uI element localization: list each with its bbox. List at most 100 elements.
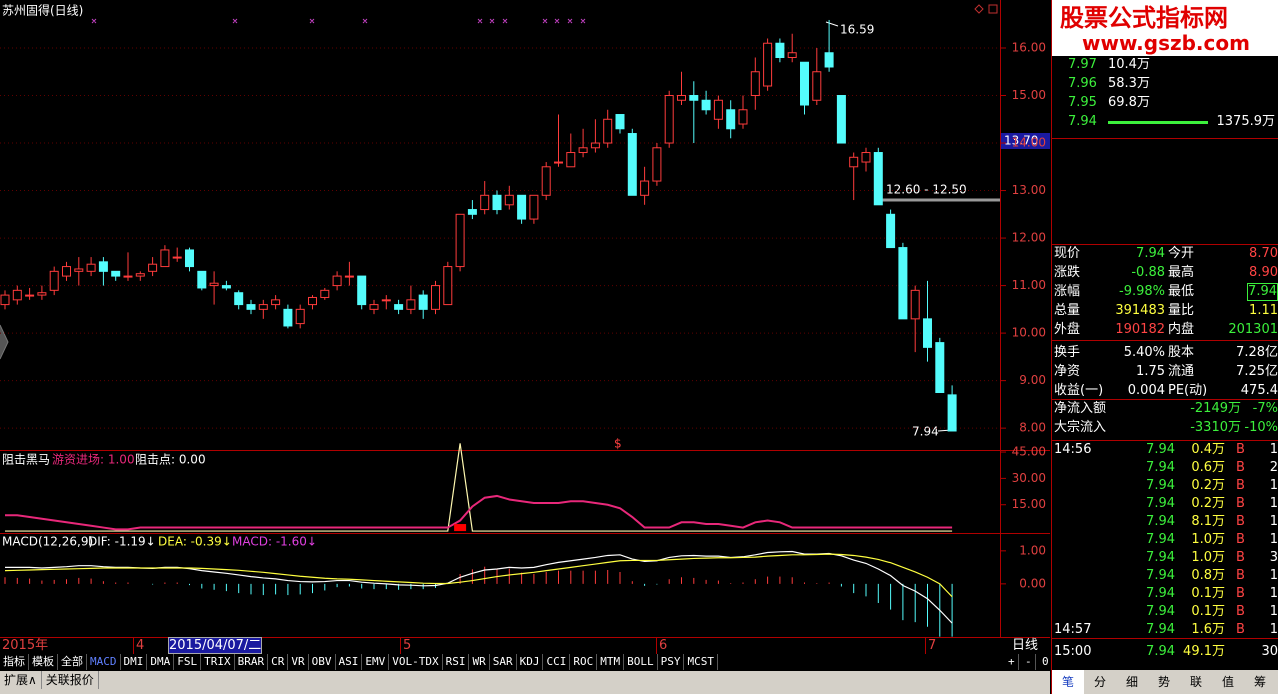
indicator-tab[interactable]: VR — [288, 654, 309, 670]
last-label: 7.94 — [912, 425, 939, 439]
tick-side: B — [1236, 550, 1245, 565]
candle-body — [689, 95, 699, 101]
quote-panel: 股票公式指标网 www.gszb.com 笔分细势联值筹 7.97 10.4万 7.… — [1051, 0, 1278, 694]
bottom-button[interactable]: 扩展∧ — [0, 671, 42, 689]
y-tick-label: 14.00 — [1012, 136, 1046, 150]
stat-label: 换手 — [1054, 345, 1081, 360]
panel-tab[interactable]: 势 — [1157, 675, 1170, 689]
candle-body — [234, 292, 244, 306]
indicator-tab[interactable]: SAR — [490, 654, 517, 670]
signal-markers — [91, 18, 586, 24]
panel-tab[interactable]: 细 — [1125, 675, 1138, 689]
toolbar-control[interactable]: - — [1022, 654, 1036, 670]
tick-count: 1 — [1269, 478, 1278, 493]
x-label: 2015年 — [2, 638, 49, 653]
stat-value: 475.4 — [1240, 383, 1278, 398]
toolbar-control[interactable]: + — [1005, 654, 1019, 670]
candle-body — [603, 118, 613, 144]
candle-body — [308, 296, 317, 306]
indicator-line — [5, 494, 953, 531]
bottom-button[interactable]: 关联报价 — [42, 671, 99, 689]
separator — [1052, 244, 1278, 245]
diamond-icon[interactable] — [974, 4, 984, 14]
indicator-tab[interactable]: MTM — [597, 654, 625, 670]
tick-count: 30 — [1261, 644, 1278, 659]
tick-volume: 0.2万 — [1191, 478, 1225, 493]
indicator-line — [4, 553, 953, 598]
stat-value: 201301 — [1228, 322, 1278, 337]
indicator-tab[interactable]: MCST — [684, 654, 718, 670]
indicator-tab[interactable]: BRAR — [235, 654, 269, 670]
chart-area: 苏州固得(日线) 12.60 - 12.50 16.59 7.94 $ 13.7… — [0, 0, 1050, 638]
candle-body — [578, 147, 588, 154]
indicator-tab[interactable]: PSY — [658, 654, 685, 670]
x-label: 4 — [133, 637, 144, 655]
indicator-tab[interactable]: TRIX — [201, 654, 235, 670]
indicator-tab[interactable]: CCI — [543, 654, 571, 670]
cursor-box — [1001, 133, 1050, 149]
panel-tab[interactable]: 值 — [1221, 675, 1234, 689]
indicator-tab[interactable]: DMI — [121, 654, 148, 670]
tick-count: 1 — [1269, 568, 1278, 583]
indicator-legend: 阻击点: 0.00 — [135, 453, 206, 467]
side-handle[interactable] — [0, 324, 9, 360]
stat-value: 8.70 — [1249, 246, 1278, 261]
indicator-tab[interactable]: BOLL — [624, 654, 658, 670]
candle-body — [935, 342, 945, 394]
indicator-tab[interactable]: MACD — [87, 654, 121, 670]
x-axis: 2015年 4 2015/04/07/二 5 6 7 日线 — [0, 637, 1050, 655]
panel-tab[interactable]: 联 — [1189, 675, 1202, 689]
tick-volume: 1.0万 — [1191, 532, 1225, 547]
indicator-tab[interactable]: FSL — [174, 654, 202, 670]
volume-bar — [1108, 121, 1208, 124]
indicator-tab[interactable]: 模板 — [29, 654, 58, 670]
period-label[interactable]: 日线 — [1012, 638, 1039, 653]
panel-tab[interactable]: 分 — [1093, 675, 1106, 689]
candle-body — [172, 256, 182, 259]
high-label: 16.59 — [840, 23, 874, 37]
indicator-tab[interactable]: DMA — [147, 654, 175, 670]
tick-side: B — [1236, 568, 1245, 583]
candle-body — [221, 285, 231, 289]
chart-title: 苏州固得(日线) — [2, 3, 83, 18]
candle-body — [861, 152, 871, 163]
stat-label: 内盘 — [1168, 322, 1195, 337]
order-price: 7.96 — [1068, 76, 1097, 91]
logo-url: www.gszb.com — [1082, 31, 1250, 55]
stat-label: 收益(一) — [1054, 383, 1104, 398]
candle-body — [701, 99, 711, 111]
indicator-tab[interactable]: ASI — [336, 654, 363, 670]
candle-body — [849, 156, 859, 168]
x-label: 6 — [656, 637, 667, 655]
candle-body — [62, 266, 71, 277]
indicator-tab[interactable]: EMV — [362, 654, 390, 670]
indicator-tab[interactable]: RSI — [443, 654, 470, 670]
candle-body — [898, 247, 908, 320]
toolbar-control[interactable]: 0 — [1039, 654, 1050, 670]
stat-label: 涨跌 — [1054, 265, 1081, 280]
indicator-tab[interactable]: 全部 — [58, 654, 87, 670]
panel-tab[interactable]: 筹 — [1253, 675, 1266, 689]
candle-body — [394, 304, 404, 310]
indicator-tab[interactable]: VOL-TDX — [389, 654, 443, 670]
indicator-tab[interactable]: WR — [469, 654, 490, 670]
candle-body — [37, 292, 47, 296]
logo: 股票公式指标网 — [1060, 4, 1228, 32]
stat-label: 现价 — [1054, 246, 1081, 261]
indicator-tab[interactable]: OBV — [309, 654, 336, 670]
indicator-tab[interactable]: ROC — [570, 654, 598, 670]
y-tick-label: 10.00 — [1012, 326, 1046, 340]
stat-label: 外盘 — [1054, 322, 1081, 337]
panel-tab[interactable]: 笔 — [1052, 670, 1084, 694]
candle-body — [910, 289, 920, 320]
candle-body — [763, 42, 773, 87]
indicator-tab[interactable]: CR — [268, 654, 289, 670]
indicator-tab[interactable]: 指标 — [0, 654, 29, 670]
candle-body — [295, 308, 305, 325]
candle-body — [98, 261, 108, 272]
candle-body — [554, 161, 563, 164]
stat-label: 最低 — [1168, 284, 1195, 299]
window-icon[interactable] — [988, 4, 998, 14]
indicator-tab[interactable]: KDJ — [517, 654, 544, 670]
flow-label: 净流入额 — [1054, 401, 1107, 416]
